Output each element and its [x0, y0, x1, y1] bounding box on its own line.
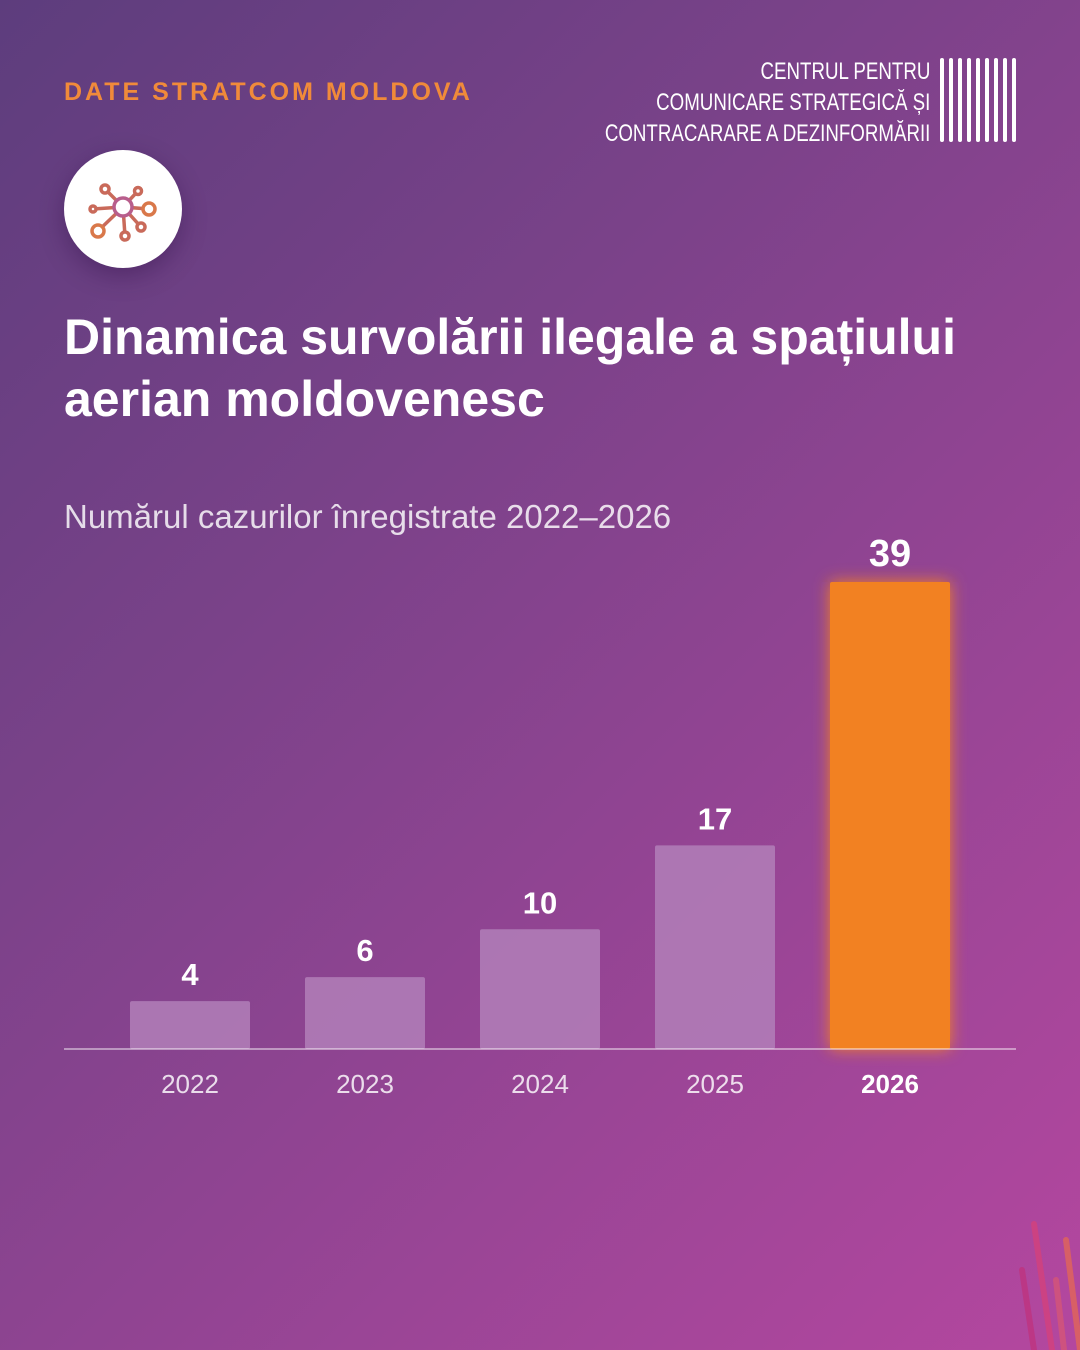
chart-title: Dinamica survolării ilegale a spațiului …: [64, 309, 956, 427]
data-label-2026: 39: [869, 533, 911, 575]
org-line: CONTRACARARE A DEZINFORMĂRII: [604, 120, 930, 147]
data-label-2023: 6: [356, 933, 373, 968]
network-nodes-icon: [88, 183, 157, 242]
bar-2022: [130, 1001, 250, 1049]
bar-2026: [830, 582, 950, 1049]
x-tick-label-2024: 2024: [511, 1069, 569, 1099]
chart-subtitle: Numărul cazurilor înregistrate 2022–2026: [64, 498, 672, 535]
data-label-2024: 10: [523, 885, 557, 920]
bar-2025: [655, 845, 775, 1049]
org-line: CENTRUL PENTRU: [760, 58, 930, 85]
kicker-label: DATE STRATCOM MOLDOVA: [64, 78, 473, 106]
logo-bars-icon: [940, 56, 1016, 142]
x-tick-label-2026: 2026: [861, 1069, 919, 1099]
bar-2024: [480, 929, 600, 1049]
icon-badge: [64, 150, 182, 268]
data-label-2025: 17: [698, 801, 732, 836]
data-label-2022: 4: [181, 957, 199, 992]
x-tick-label-2022: 2022: [161, 1069, 219, 1099]
bar-2023: [305, 977, 425, 1049]
x-tick-label-2025: 2025: [686, 1069, 744, 1099]
x-tick-label-2023: 2023: [336, 1069, 394, 1099]
decorative-stripes: [1019, 1221, 1080, 1350]
org-name: CENTRUL PENTRU COMUNICARE STRATEGICĂ ȘI …: [604, 56, 930, 149]
org-line: COMUNICARE STRATEGICĂ ȘI: [655, 89, 930, 116]
org-logo: CENTRUL PENTRU COMUNICARE STRATEGICĂ ȘI …: [513, 56, 1016, 149]
